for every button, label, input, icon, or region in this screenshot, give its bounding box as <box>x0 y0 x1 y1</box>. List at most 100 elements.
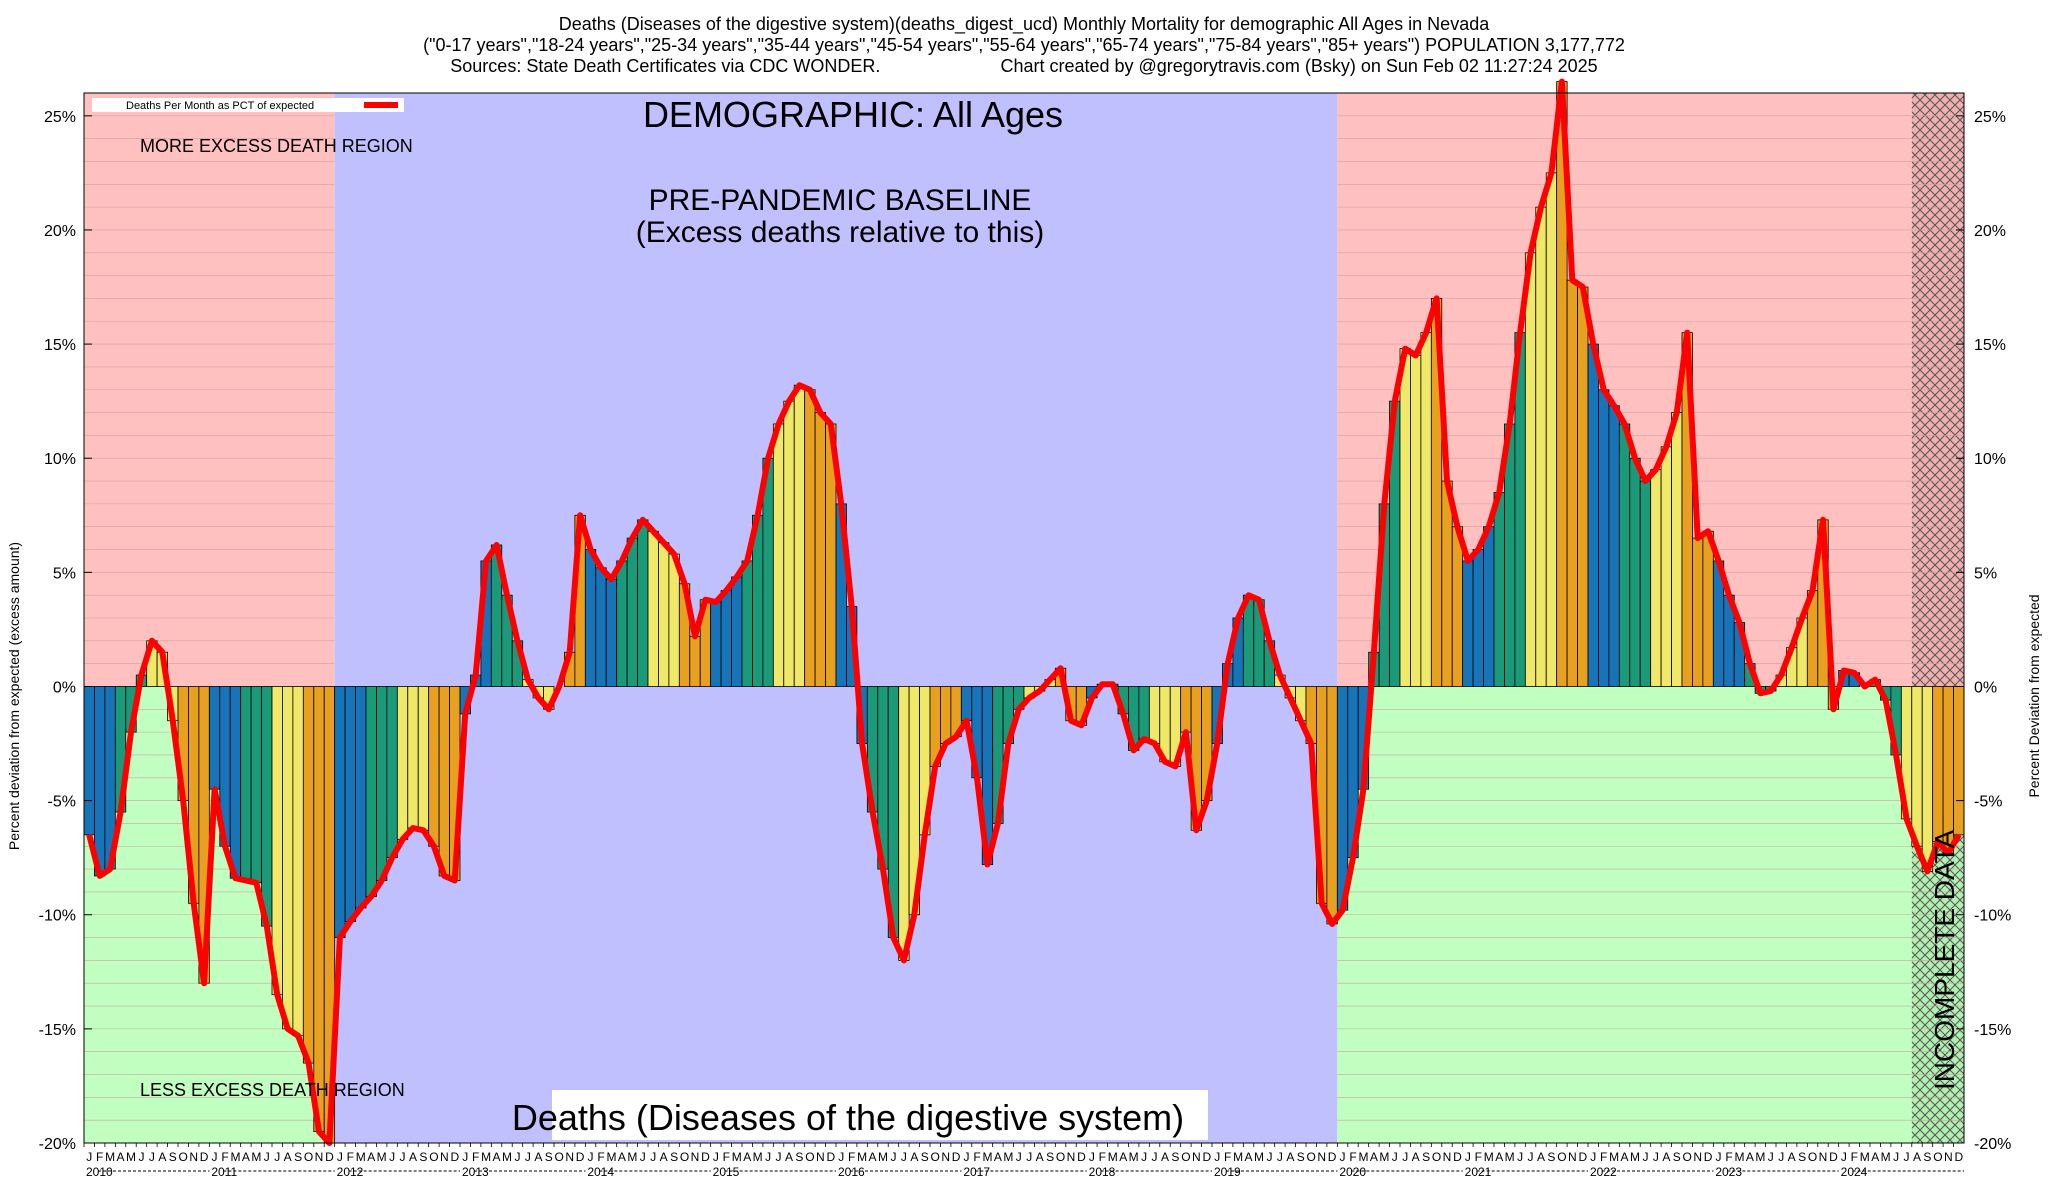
x-tick-month: O <box>1683 1150 1692 1164</box>
bar <box>1577 286 1589 687</box>
bar <box>1493 492 1505 687</box>
x-tick-month: A <box>1245 1150 1253 1164</box>
bar <box>1483 526 1495 687</box>
x-tick-month: A <box>785 1150 793 1164</box>
x-tick-month: F <box>347 1150 354 1164</box>
y-tick-label-left: 5% <box>53 565 76 582</box>
x-tick-month: D <box>576 1150 585 1164</box>
x-tick-month: J <box>650 1150 656 1164</box>
x-tick-month: A <box>1871 1150 1879 1164</box>
bar <box>1399 348 1411 687</box>
x-tick-month: J <box>1465 1150 1471 1164</box>
bar <box>668 553 680 687</box>
x-tick-month: A <box>1537 1150 1545 1164</box>
chart-title-line-3: Sources: State Death Certificates via CD… <box>0 56 2048 77</box>
x-tick-month: M <box>1129 1150 1139 1164</box>
bar <box>1942 686 1954 854</box>
bottom-chart-title: Deaths (Diseases of the digestive system… <box>512 1097 1184 1138</box>
bar <box>898 686 910 961</box>
x-tick-month: N <box>440 1150 449 1164</box>
x-tick-month: A <box>910 1150 918 1164</box>
less-excess-region-label: LESS EXCESS DEATH REGION <box>140 1080 405 1100</box>
x-tick-month: O <box>179 1150 188 1164</box>
x-tick-month: A <box>618 1150 626 1164</box>
x-tick-month: J <box>1893 1150 1899 1164</box>
x-tick-year: 2013 <box>462 1165 489 1179</box>
bar <box>229 686 242 879</box>
baseline-title: PRE-PANDEMIC BASELINE <box>649 184 1032 217</box>
bar <box>626 537 638 687</box>
x-tick-month: D <box>1328 1150 1337 1164</box>
x-tick-month: J <box>1590 1150 1596 1164</box>
x-tick-month: M <box>1755 1150 1765 1164</box>
x-tick-month: M <box>1630 1150 1640 1164</box>
x-tick-month: A <box>284 1150 292 1164</box>
bar <box>407 686 419 829</box>
x-tick-month: N <box>315 1150 324 1164</box>
sources-text: Sources: State Death Certificates via CD… <box>450 56 881 76</box>
x-tick-month: D <box>325 1150 334 1164</box>
bar <box>344 686 356 922</box>
x-tick-month: J <box>1904 1150 1910 1164</box>
x-tick-month: J <box>1214 1150 1220 1164</box>
x-tick-month: A <box>117 1150 125 1164</box>
x-tick-month: J <box>212 1150 218 1164</box>
credit-text: Chart created by @gregorytravis.com (Bsk… <box>1000 56 1598 76</box>
x-tick-month: D <box>450 1150 459 1164</box>
bar <box>313 686 325 1132</box>
chart-title-line-1: Deaths (Diseases of the digestive system… <box>558 14 1490 34</box>
x-tick-month: J <box>149 1150 155 1164</box>
x-tick-month: S <box>1798 1150 1806 1164</box>
x-tick-month: A <box>1746 1150 1754 1164</box>
bar <box>960 686 973 722</box>
bar <box>1671 412 1683 687</box>
bar <box>1692 537 1704 687</box>
x-tick-month: A <box>1621 1150 1629 1164</box>
x-tick-month: M <box>1233 1150 1243 1164</box>
bar <box>1326 686 1338 925</box>
bar <box>261 686 273 927</box>
x-tick-month: M <box>1860 1150 1870 1164</box>
bar <box>647 530 659 687</box>
bar <box>1410 355 1422 687</box>
bar <box>605 578 618 687</box>
x-tick-month: F <box>1725 1150 1732 1164</box>
x-tick-month: S <box>1547 1150 1555 1164</box>
y-tick-label-left: -15% <box>39 1022 76 1039</box>
x-tick-month: D <box>1578 1150 1587 1164</box>
x-tick-month: F <box>1600 1150 1607 1164</box>
x-tick-month: O <box>1056 1150 1065 1164</box>
x-tick-month: J <box>525 1150 531 1164</box>
bar <box>658 542 670 687</box>
x-tick-month: A <box>1662 1150 1670 1164</box>
x-tick-month: O <box>680 1150 689 1164</box>
x-tick-month: M <box>1505 1150 1515 1164</box>
x-tick-month: J <box>1089 1150 1095 1164</box>
x-tick-month: M <box>1108 1150 1118 1164</box>
bar <box>417 686 430 831</box>
bar <box>1566 279 1578 687</box>
x-tick-month: S <box>169 1150 177 1164</box>
x-tick-month: N <box>941 1150 950 1164</box>
x-tick-month: N <box>816 1150 825 1164</box>
x-tick-month: N <box>1693 1150 1702 1164</box>
x-tick-month: S <box>1422 1150 1430 1164</box>
x-tick-month: N <box>189 1150 198 1164</box>
chart-title-line-2: ("0-17 years","18-24 years","25-34 years… <box>423 35 1625 55</box>
x-tick-month: D <box>1202 1150 1211 1164</box>
x-tick-month: M <box>1734 1150 1744 1164</box>
bar <box>438 686 450 877</box>
x-tick-month: J <box>1152 1150 1158 1164</box>
x-tick-month: M <box>1003 1150 1013 1164</box>
x-tick-month: A <box>158 1150 166 1164</box>
y-tick-label-right: 5% <box>1974 565 1997 582</box>
bar <box>1420 332 1432 687</box>
y-tick-label-left: -5% <box>48 794 76 811</box>
x-tick-month: O <box>1933 1150 1942 1164</box>
x-tick-month: A <box>1161 1150 1169 1164</box>
x-tick-month: F <box>1475 1150 1482 1164</box>
x-tick-month: J <box>901 1150 907 1164</box>
legend: Deaths Per Month as PCT of expected <box>92 98 404 112</box>
